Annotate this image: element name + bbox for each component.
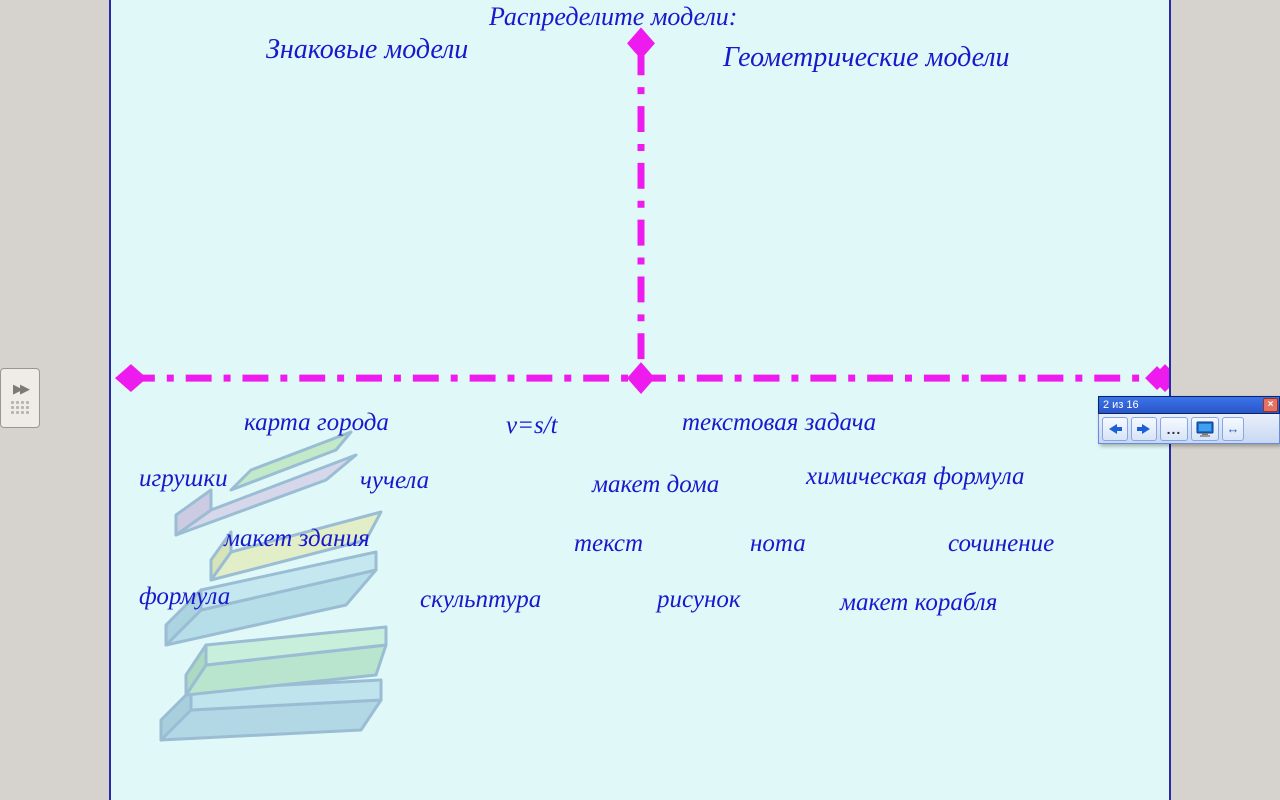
- model-item[interactable]: v=s/t: [506, 412, 558, 440]
- close-icon[interactable]: ×: [1263, 398, 1278, 412]
- header-left[interactable]: Знаковые модели: [266, 34, 468, 66]
- slide-canvas[interactable]: Распределите модели: Знаковые модели Гео…: [109, 0, 1171, 800]
- chevron-right-icon: ▶▶: [13, 382, 27, 395]
- header-right[interactable]: Геометрические модели: [723, 42, 1010, 74]
- nav-toolbar-title-bar[interactable]: 2 из 16 ×: [1098, 396, 1280, 414]
- expand-panel-tab[interactable]: ▶▶: [0, 368, 40, 428]
- resize-button[interactable]: ↔: [1222, 417, 1244, 441]
- model-item[interactable]: химическая формула: [806, 463, 1025, 491]
- present-button[interactable]: [1191, 417, 1219, 441]
- nav-toolbar[interactable]: 2 из 16 × ... ↔: [1098, 396, 1280, 444]
- monitor-icon: [1195, 420, 1215, 438]
- grip-icon: [11, 401, 29, 414]
- model-item[interactable]: макет дома: [592, 471, 719, 499]
- model-item[interactable]: нота: [750, 530, 806, 558]
- divider-lines: [111, 0, 1169, 800]
- prev-button[interactable]: [1102, 417, 1128, 441]
- model-item[interactable]: карта города: [244, 409, 389, 437]
- ellipsis-icon: ...: [1167, 421, 1182, 437]
- next-arrow-icon: [1135, 422, 1153, 436]
- model-item[interactable]: игрушки: [139, 465, 228, 493]
- slide-title: Распределите модели:: [489, 2, 737, 32]
- model-item[interactable]: текст: [574, 530, 643, 558]
- nav-toolbar-body: ... ↔: [1098, 414, 1280, 444]
- menu-button[interactable]: ...: [1160, 417, 1188, 441]
- model-item[interactable]: макет здания: [224, 525, 370, 553]
- nav-toolbar-title: 2 из 16: [1103, 399, 1139, 411]
- model-item[interactable]: формула: [139, 583, 230, 611]
- next-button[interactable]: [1131, 417, 1157, 441]
- model-item[interactable]: скульптура: [420, 586, 541, 614]
- model-item[interactable]: чучела: [360, 467, 429, 495]
- resize-icon: ↔: [1227, 421, 1240, 436]
- model-item[interactable]: сочинение: [948, 530, 1054, 558]
- model-item[interactable]: рисунок: [657, 586, 741, 614]
- model-item[interactable]: текстовая задача: [682, 409, 876, 437]
- model-item[interactable]: макет корабля: [840, 589, 997, 617]
- prev-arrow-icon: [1106, 422, 1124, 436]
